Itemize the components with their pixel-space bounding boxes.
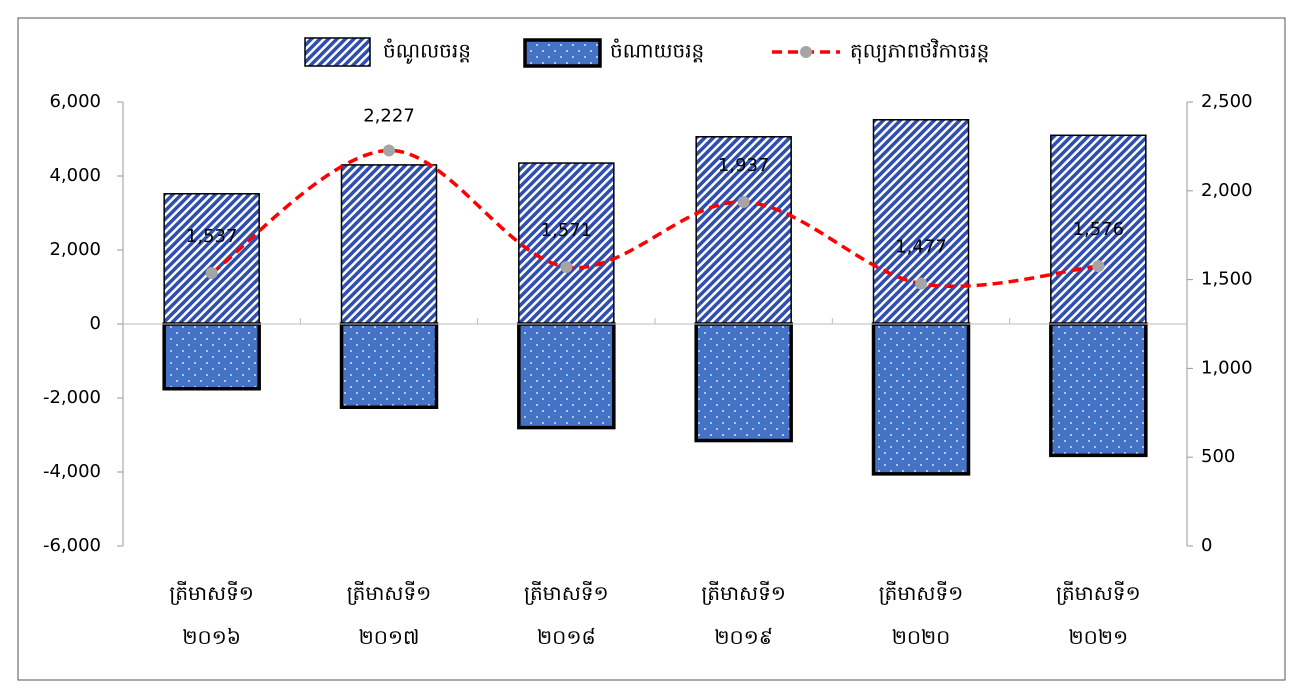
bar: [162, 322, 261, 391]
data-label: 1,571: [541, 220, 593, 241]
point: [383, 144, 395, 157]
y2-tick-label: 1,500: [1201, 269, 1253, 290]
legend-label: ចំណូលចរន្ត: [383, 38, 471, 65]
y2-tick-label: 2,500: [1201, 91, 1253, 112]
x-tick-label: ត្រីមាសទី១ ២០១៧: [346, 581, 432, 649]
legend-swatch: [523, 38, 602, 68]
x-tick-label: ត្រីមាសទី១ ២០១៨: [524, 581, 609, 649]
point: [560, 260, 573, 273]
y2-tick-label: 500: [1201, 446, 1235, 467]
point: [915, 277, 927, 290]
y2-tick-label: 0: [1201, 535, 1212, 556]
y2-tick-label: 1,000: [1201, 357, 1253, 378]
bar: [1050, 134, 1147, 325]
bar: [694, 322, 793, 443]
data-label: 1,477: [895, 237, 947, 258]
legend-label: ចំណាយចរន្ត: [610, 38, 704, 63]
x-tick-label: ត្រីមាសទី១ ២០១៩: [701, 581, 786, 649]
point: [205, 267, 218, 280]
data-label: 1,537: [186, 226, 238, 247]
x-tick-label: ត្រីមាសទី១ ២០២១: [1056, 581, 1141, 649]
y-tick-label: 2,000: [49, 239, 101, 260]
legend-swatch: [304, 37, 371, 67]
y-tick-label: 0: [90, 313, 101, 334]
bar: [163, 193, 260, 325]
bar: [872, 119, 970, 325]
bar: [339, 322, 439, 409]
bar: [517, 322, 616, 430]
point: [1092, 260, 1105, 273]
y-tick-label: 6,000: [49, 91, 101, 112]
x-tick-label: ត្រីមាសទី១ ២០១៦: [169, 581, 254, 649]
point: [737, 195, 750, 208]
line: [210, 148, 1099, 288]
data-label: 1,576: [1073, 219, 1125, 240]
bar: [871, 322, 971, 476]
legend-marker: [800, 46, 812, 58]
x-tick-label: ត្រីមាសទី១ ២០២០: [878, 581, 964, 649]
legend-label: តុល្យភាពថវិកាចរន្ត: [850, 38, 989, 65]
y2-tick-label: 2,000: [1201, 180, 1253, 201]
bar: [1049, 322, 1148, 458]
data-label: 2,227: [363, 105, 415, 126]
bar: [340, 164, 438, 325]
y-tick-label: 4,000: [49, 165, 101, 186]
y-tick-label: -2,000: [43, 387, 101, 408]
chart-border: [17, 17, 1286, 681]
y-tick-label: -6,000: [43, 535, 101, 556]
data-label: 1,937: [718, 155, 770, 176]
bar: [518, 162, 615, 325]
bar: [695, 136, 792, 325]
y-tick-label: -4,000: [43, 461, 101, 482]
